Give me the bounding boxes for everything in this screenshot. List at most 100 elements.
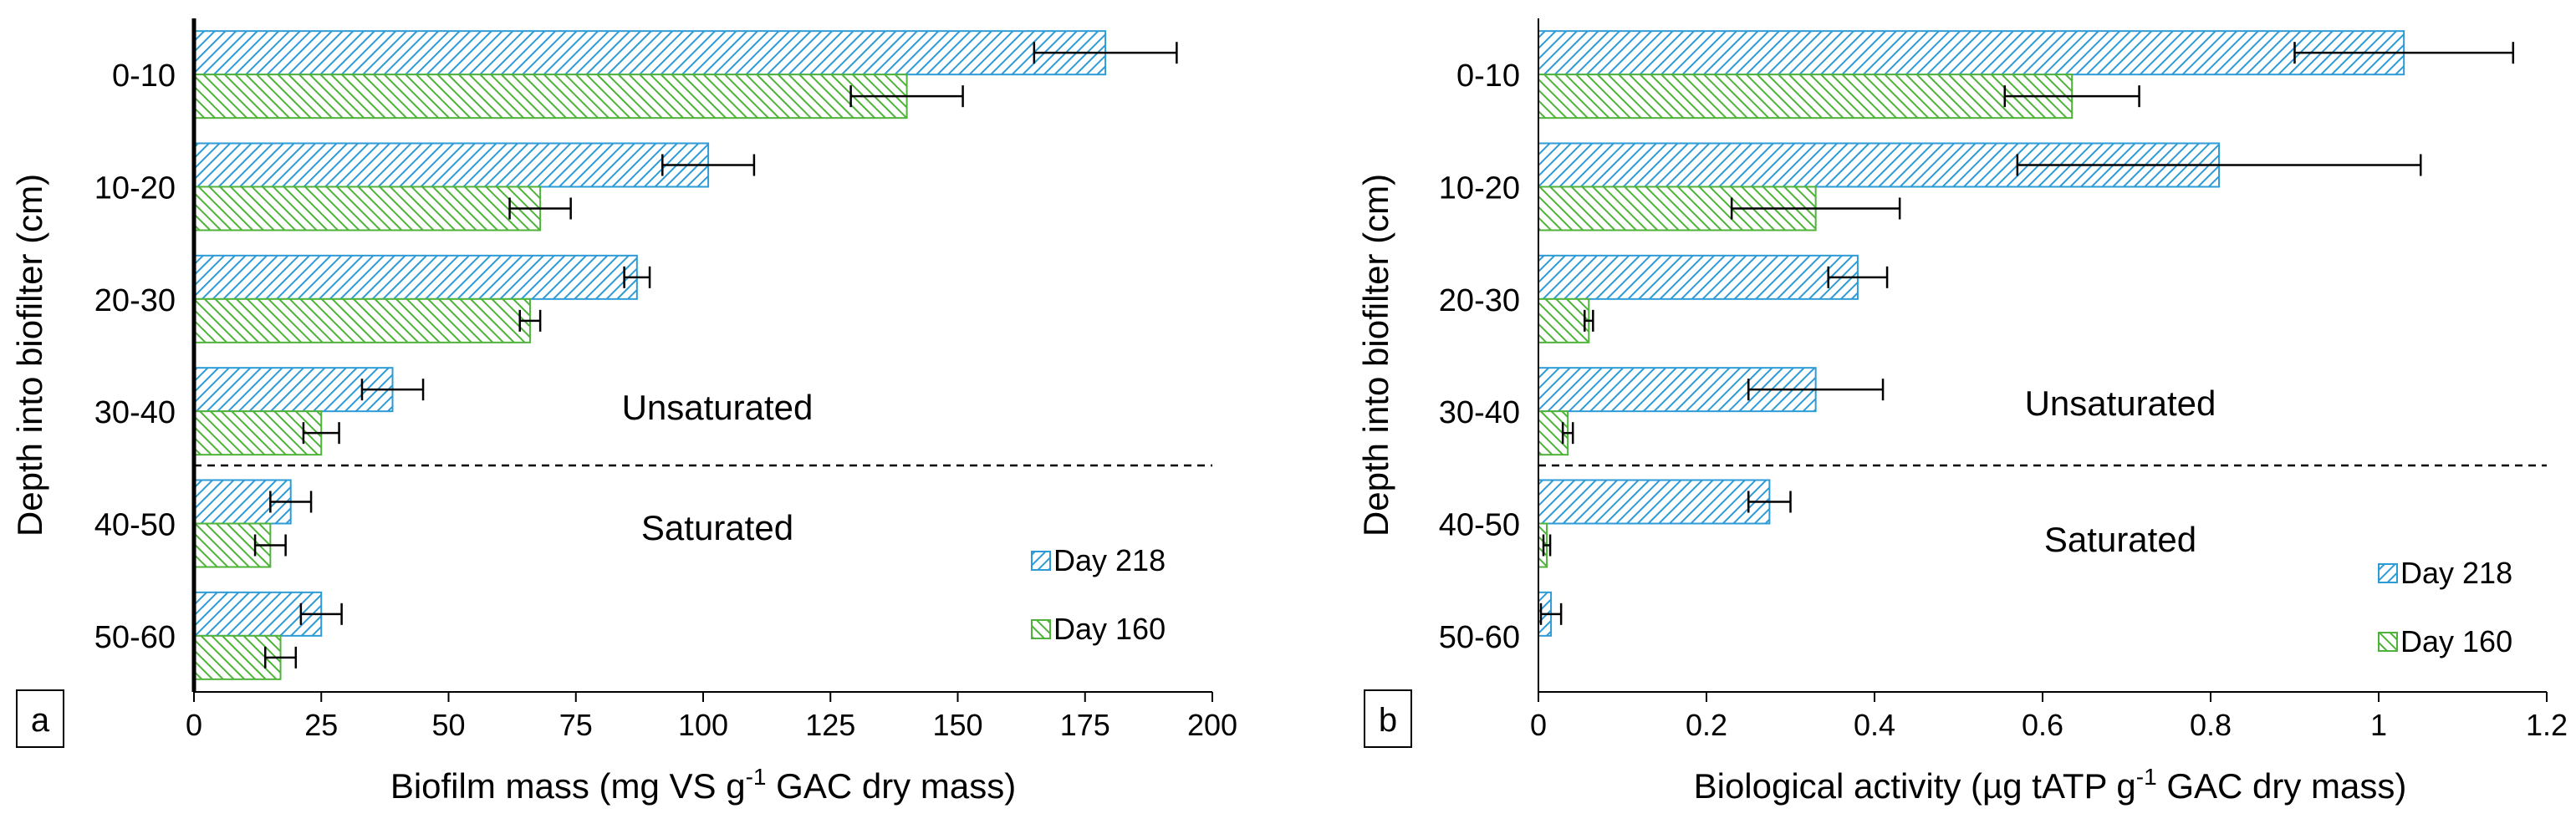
error-bar-day-160 (518, 309, 542, 332)
x-ticks-group: 0 0.2 0.4 0.6 0.8 1 1.2 (1530, 692, 2568, 742)
error-bar-day-160 (1542, 534, 1552, 557)
category-label: 0-10 (1456, 58, 1520, 94)
category-label: 30-40 (1439, 395, 1520, 430)
category-label: 50-60 (1439, 620, 1520, 655)
x-tick-label: 0 (1530, 708, 1547, 742)
legend: Day 218 Day 160 (1031, 543, 1166, 646)
error-bars-group (253, 42, 1178, 669)
category-labels-group: 0-10 10-20 20-30 30-40 40-50 50-60 (94, 58, 176, 655)
error-bar-day-218 (269, 491, 313, 513)
category-label: 10-20 (94, 171, 176, 206)
x-tick-label: 75 (559, 708, 593, 742)
error-bar-day-160 (253, 534, 287, 557)
legend-label-day-160: Day 160 (2400, 624, 2512, 658)
error-bar-day-160 (849, 85, 964, 108)
category-label: 0-10 (112, 58, 176, 94)
x-tick-label: 0.4 (1854, 708, 1895, 742)
bar-day-160 (193, 74, 908, 119)
category-label: 40-50 (1439, 508, 1520, 543)
x-tick-label: 0.8 (2190, 708, 2232, 742)
error-bars-group (1539, 42, 2515, 625)
y-axis-label: Depth into biofilter (cm) (1356, 174, 1395, 536)
x-tick-label: 175 (1060, 708, 1110, 742)
x-tick-label: 150 (932, 708, 982, 742)
category-label: 10-20 (1439, 171, 1520, 206)
zone-label-saturated: Saturated (641, 508, 793, 547)
error-bar-day-218 (661, 154, 756, 176)
bars-group (193, 30, 1107, 680)
x-tick-label: 1.2 (2526, 708, 2568, 742)
x-tick-label: 0 (186, 708, 202, 742)
bar-day-218 (1538, 30, 2405, 76)
zone-label-unsaturated: Unsaturated (622, 388, 814, 427)
error-bar-day-218 (2293, 42, 2515, 64)
error-bar-day-218 (1827, 266, 1889, 288)
x-tick-label: 125 (805, 708, 855, 742)
legend-swatch-day-160 (1031, 619, 1051, 639)
zone-label-saturated: Saturated (2044, 520, 2196, 559)
error-bar-day-218 (1033, 42, 1178, 64)
legend-label-day-160: Day 160 (1053, 612, 1166, 646)
bar-day-218 (1538, 254, 1859, 300)
x-ticks-group: 0 25 50 75 100 125 150 175 200 (186, 692, 1237, 742)
category-label: 20-30 (1439, 283, 1520, 318)
error-bar-day-218 (623, 266, 651, 288)
bar-day-218 (193, 142, 710, 188)
legend-item-day-218: Day 218 (1031, 543, 1166, 577)
category-label: 30-40 (94, 395, 176, 430)
bar-day-160 (193, 186, 542, 231)
bar-day-218 (1538, 479, 1771, 525)
x-axis-label: Biological activity (µg tATP g-1 GAC dry… (1694, 764, 2407, 806)
x-tick-label: 200 (1187, 708, 1237, 742)
x-axis-label: Biofilm mass (mg VS g-1 GAC dry mass) (390, 764, 1016, 806)
error-bar-day-218 (1539, 603, 1563, 625)
zone-label-unsaturated: Unsaturated (2025, 384, 2216, 423)
bars-group (1538, 30, 2405, 637)
error-bar-day-218 (1747, 379, 1885, 401)
legend-swatch-day-218 (1031, 551, 1051, 571)
chart-panel-b: 0 0.2 0.4 0.6 0.8 1 1.2 0-10 10-20 20-30 30-40 40-… (1356, 18, 2568, 806)
legend-swatch-day-160 (2378, 632, 2398, 652)
panel-label-box: b (1364, 689, 1412, 748)
error-bar-day-218 (2016, 154, 2422, 176)
x-tick-label: 0.2 (1686, 708, 1727, 742)
legend-item-day-160: Day 160 (2378, 624, 2512, 658)
panel-label: a (31, 702, 50, 739)
x-tick-label: 100 (678, 708, 728, 742)
error-bar-day-160 (1561, 422, 1574, 445)
panel-label-box: a (16, 689, 64, 748)
bar-day-160 (193, 297, 531, 343)
legend: Day 218 Day 160 (2378, 556, 2512, 658)
error-bar-day-160 (508, 197, 572, 220)
x-tick-label: 25 (304, 708, 338, 742)
category-label: 20-30 (94, 283, 176, 318)
category-labels-group: 0-10 10-20 20-30 30-40 40-50 50-60 (1439, 58, 1520, 655)
error-bar-day-218 (1747, 491, 1792, 513)
category-label: 40-50 (94, 508, 176, 543)
legend-item-day-160: Day 160 (1031, 612, 1166, 646)
bar-day-218 (193, 254, 638, 300)
legend-swatch-day-218 (2378, 563, 2398, 583)
legend-label-day-218: Day 218 (1053, 543, 1166, 577)
y-axis-label: Depth into biofilter (cm) (10, 174, 49, 536)
category-label: 50-60 (94, 620, 176, 655)
error-bar-day-218 (299, 603, 343, 625)
x-tick-label: 0.6 (2022, 708, 2063, 742)
bar-day-218 (193, 367, 394, 413)
error-bar-day-160 (264, 646, 298, 669)
x-tick-label: 1 (2370, 708, 2387, 742)
legend-label-day-218: Day 218 (2400, 556, 2512, 590)
error-bar-day-160 (302, 422, 340, 445)
panel-label: b (1379, 702, 1397, 739)
x-tick-label: 50 (431, 708, 465, 742)
error-bar-day-160 (1584, 309, 1594, 332)
error-bar-day-160 (2003, 85, 2140, 108)
chart-panel-a: 0 25 50 75 100 125 150 175 200 0-10 10-20 20-30 30-… (10, 18, 1237, 806)
bar-day-160 (193, 410, 323, 456)
error-bar-day-218 (360, 379, 425, 401)
error-bar-day-160 (1730, 197, 1901, 220)
bar-day-160 (1538, 74, 2074, 119)
legend-item-day-218: Day 218 (2378, 556, 2512, 590)
bar-day-160 (1538, 297, 1590, 343)
